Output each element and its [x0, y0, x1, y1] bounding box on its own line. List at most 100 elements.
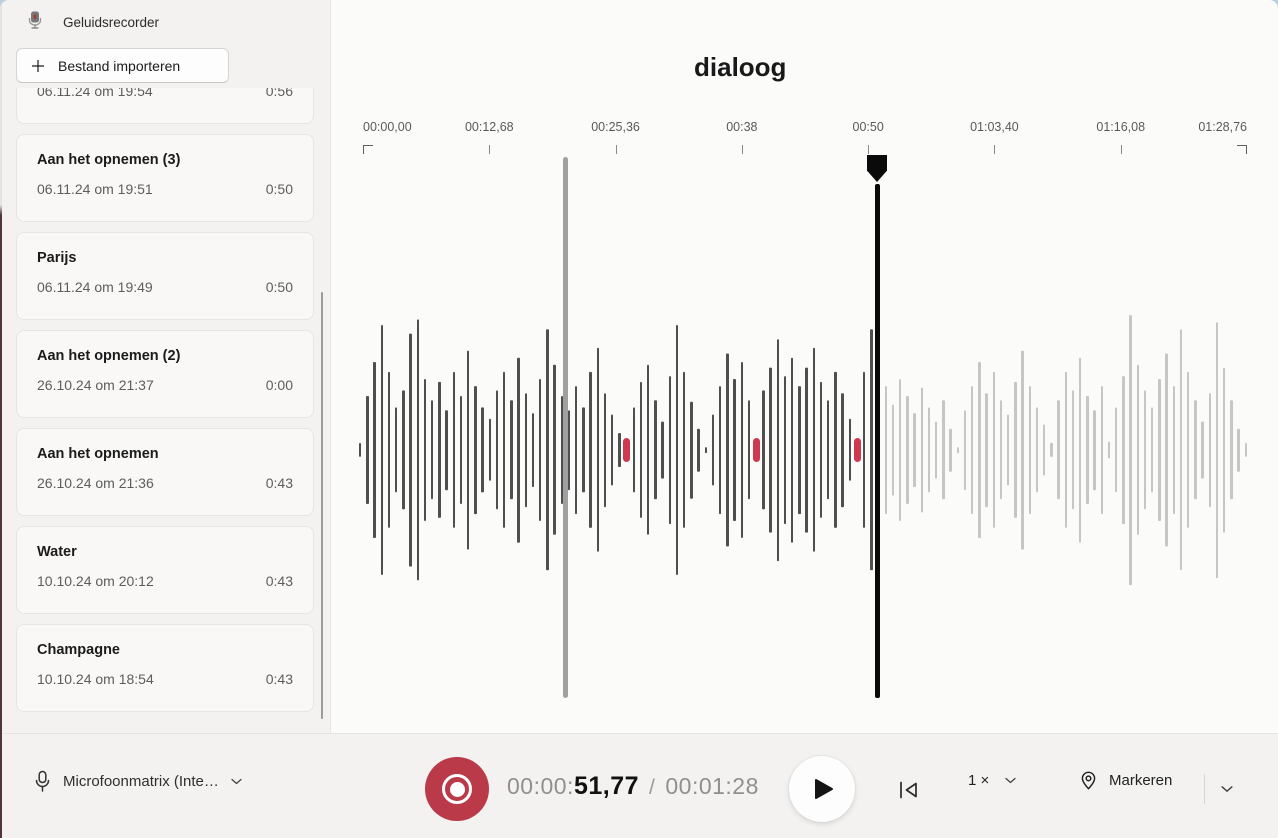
waveform-bar	[1215, 322, 1219, 578]
waveform-marker[interactable]	[853, 438, 861, 462]
waveform-marker[interactable]	[753, 438, 760, 462]
waveform-bar	[366, 396, 369, 504]
waveform-bar	[733, 379, 736, 521]
playback-speed-label: 1 ×	[968, 772, 990, 789]
waveform-bar	[978, 361, 981, 539]
recordings-list: 06.11.24 om 19:54 0:56 Aan het opnemen (…	[0, 88, 330, 733]
ruler-tick	[489, 145, 491, 154]
waveform-bar	[503, 371, 506, 529]
waveform-bar	[611, 414, 614, 486]
map-pin-icon	[1081, 771, 1096, 790]
recording-list-item[interactable]: Parijs 06.11.24 om 19:49 0:50	[16, 232, 314, 320]
import-file-button[interactable]: Bestand importeren	[16, 48, 229, 83]
recording-item-date: 26.10.24 om 21:37	[37, 377, 154, 393]
waveform-bar	[1136, 364, 1139, 536]
record-button[interactable]	[425, 757, 489, 821]
recording-list-item[interactable]: Water 10.10.24 om 20:12 0:43	[16, 526, 314, 614]
waveform-bar	[675, 325, 679, 575]
waveform-bar	[1057, 400, 1060, 500]
recording-list-item[interactable]: Aan het opnemen 26.10.24 om 21:36 0:43	[16, 428, 314, 516]
waveform-bar	[639, 381, 643, 519]
waveform-bar	[690, 401, 693, 499]
waveform-bar	[1107, 441, 1111, 459]
waveform-bar	[431, 400, 434, 500]
waveform-bar	[1165, 353, 1168, 547]
ruler-tick	[1237, 145, 1247, 154]
waveform-bar	[409, 333, 412, 567]
recording-item-title: Aan het opnemen (2)	[37, 348, 181, 364]
waveform-bar	[373, 361, 376, 539]
waveform-bar	[452, 371, 455, 529]
waveform-bar	[971, 386, 974, 514]
recording-list-item[interactable]: Aan het opnemen (2) 26.10.24 om 21:37 0:…	[16, 330, 314, 418]
transport-divider	[1204, 774, 1205, 804]
waveform-bar	[1151, 407, 1154, 493]
waveform-marker[interactable]	[623, 438, 631, 462]
recording-list-item[interactable]: Champagne 10.10.24 om 18:54 0:43	[16, 624, 314, 712]
waveform-bar	[769, 367, 772, 533]
recording-list-item[interactable]: 06.11.24 om 19:54 0:56	[16, 88, 314, 124]
waveform-bar	[1014, 381, 1017, 519]
waveform-bar	[704, 447, 707, 453]
waveform-bar	[827, 400, 830, 500]
waveform-bar	[719, 386, 722, 514]
sidebar-scrollbar[interactable]	[321, 292, 323, 719]
microphone-select[interactable]: Microfoonmatrix (Inte…	[34, 770, 242, 793]
ruler-time-label: 00:25,36	[591, 120, 640, 134]
recording-item-date: 10.10.24 om 20:12	[37, 573, 154, 589]
ruler-time-label: 01:03,40	[970, 120, 1019, 134]
ruler-tick	[615, 145, 617, 154]
waveform-bar	[1050, 442, 1053, 458]
waveform-bar	[380, 325, 383, 575]
waveform-bar	[1143, 390, 1147, 510]
waveform-bar	[963, 410, 967, 490]
playhead-line[interactable]	[875, 184, 880, 698]
waveform-bar	[776, 339, 779, 561]
playback-speed-button[interactable]: 1 ×	[968, 772, 1016, 789]
ruler-tick	[868, 145, 870, 154]
waveform-bar	[603, 393, 607, 507]
play-button[interactable]	[789, 756, 855, 822]
waveform-bar	[1021, 350, 1024, 550]
waveform-bar	[747, 400, 751, 500]
plus-icon	[32, 59, 44, 72]
waveform[interactable]	[359, 308, 1253, 592]
waveform-bar	[553, 364, 556, 536]
skip-to-start-button[interactable]	[888, 772, 930, 808]
expand-chevron-button[interactable]	[1210, 774, 1244, 804]
ruler-time-label: 00:38	[726, 120, 758, 134]
waveform-bar	[927, 407, 931, 493]
hover-playhead[interactable]	[563, 157, 568, 698]
waveform-bar	[618, 432, 621, 468]
import-file-label: Bestand importeren	[58, 57, 181, 74]
waveform-bar	[481, 407, 484, 493]
microphone-icon	[35, 770, 50, 792]
waveform-bar	[1115, 407, 1118, 493]
waveform-bar	[654, 400, 657, 500]
waveform-bar	[1064, 371, 1067, 529]
waveform-bar	[661, 421, 664, 479]
ruler-time-label: 00:50	[852, 120, 884, 134]
skip-to-start-icon	[900, 781, 917, 799]
waveform-bar	[560, 396, 563, 504]
recording-item-title: Water	[37, 544, 77, 560]
playhead-handle[interactable]	[867, 155, 887, 182]
editor-panel: dialoog	[330, 0, 1278, 733]
waveform-bar	[985, 393, 988, 507]
waveform-bar	[942, 400, 945, 500]
waveform-bar	[438, 381, 441, 519]
ruler-time-label: 01:28,76	[1198, 120, 1247, 134]
waveform-bar	[416, 319, 419, 581]
waveform-bar	[819, 381, 823, 519]
waveform-bar	[459, 396, 463, 504]
add-marker-button[interactable]: Markeren	[1078, 770, 1172, 791]
elapsed-time-emphasis: 51,77	[573, 772, 640, 800]
time-display: 00:00: 51,77 / 00:01:28	[507, 772, 759, 801]
waveform-bar	[906, 396, 909, 504]
recording-list-item[interactable]: Aan het opnemen (3) 06.11.24 om 19:51 0:…	[16, 134, 314, 222]
waveform-bar	[495, 390, 499, 510]
recording-item-date: 26.10.24 om 21:36	[37, 475, 154, 491]
waveform-bar	[863, 371, 866, 529]
waveform-bar	[531, 413, 535, 487]
waveform-bar	[1007, 414, 1010, 486]
